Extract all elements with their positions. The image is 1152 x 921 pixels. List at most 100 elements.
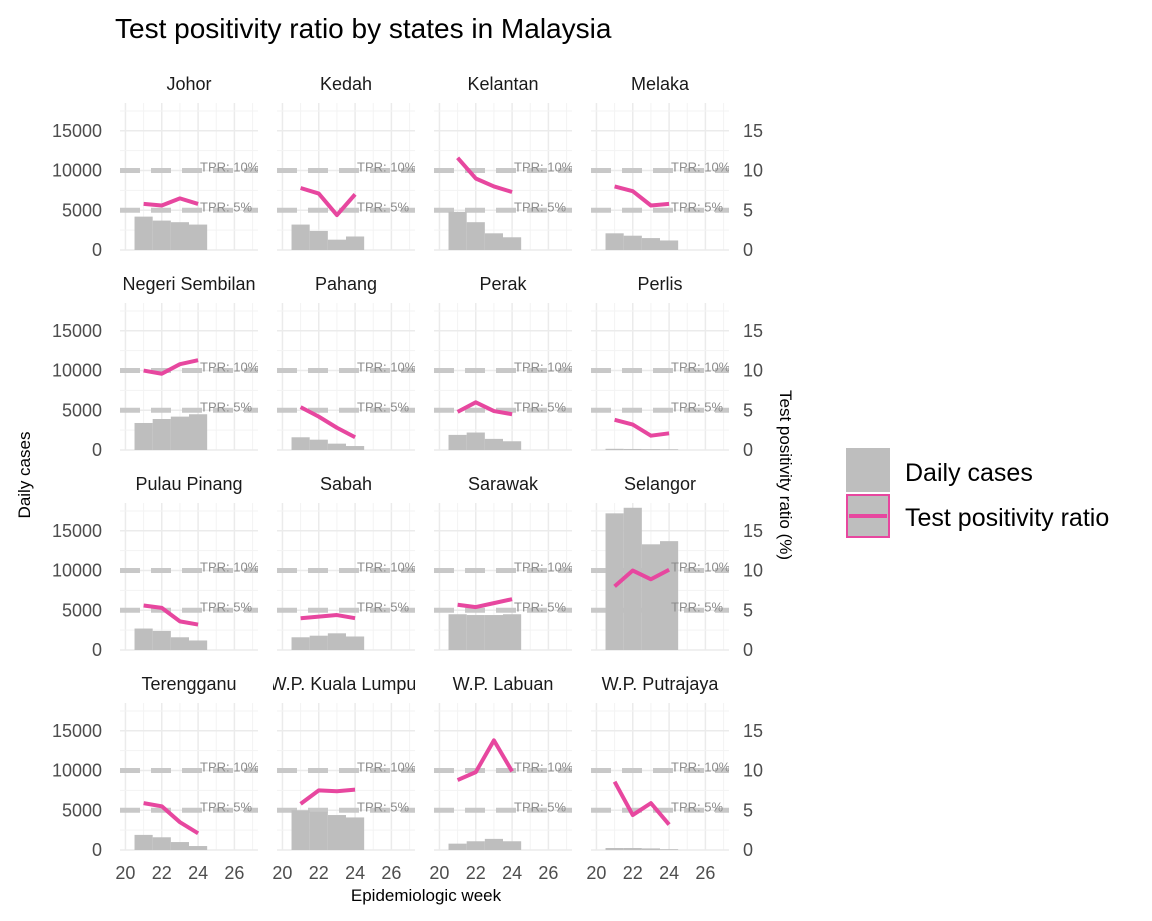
daily-cases-bar — [660, 240, 679, 250]
x-axis-title: Epidemiologic week — [351, 886, 502, 905]
daily-cases-bar — [291, 224, 310, 250]
daily-cases-bar — [189, 414, 208, 450]
y2-tick-label: 15 — [743, 321, 763, 341]
x-tick-label: 24 — [502, 863, 522, 883]
reference-label: TPR: 5% — [514, 199, 566, 214]
daily-cases-bar — [291, 637, 310, 650]
tpr-line — [613, 567, 671, 588]
panel-content: TPR: 10% TPR: 5% — [591, 760, 731, 850]
facet-panel: TPR: 10% TPR: 5% Kedah — [277, 74, 415, 251]
panel-content: TPR: 10% TPR: 5% — [120, 160, 260, 250]
y2-tick-label: 0 — [743, 640, 753, 660]
daily-cases-bar — [309, 230, 328, 250]
y-tick-label: 15000 — [52, 721, 102, 741]
facet-panel: TPR: 10% TPR: 5% Perlis 0 5 10 15 — [591, 274, 763, 460]
panel-content: TPR: 10% TPR: 5% — [434, 738, 572, 850]
facet-panel: TPR: 10% TPR: 5% Pulau Pinang 0 5000 10000 150… — [52, 474, 260, 660]
y2-tick-label: 15 — [743, 721, 763, 741]
daily-cases-bar — [605, 513, 624, 650]
y2-tick-label: 15 — [743, 521, 763, 541]
panel-content: TPR: 10% TPR: 5% — [277, 760, 417, 850]
daily-cases-bar — [327, 633, 346, 650]
daily-cases-bar — [134, 628, 153, 650]
daily-cases-bar — [327, 815, 346, 850]
reference-label: TPR: 10% — [200, 560, 260, 575]
facet-panel: TPR: 10% TPR: 5% Pahang — [277, 274, 417, 451]
facet-panel: TPR: 10% TPR: 5% Terengganu 0 5000 10000 15000… — [52, 674, 258, 883]
panel-content: TPR: 10% TPR: 5% — [591, 160, 731, 250]
reference-label: TPR: 10% — [671, 160, 731, 175]
y-tick-label: 5000 — [62, 800, 102, 820]
reference-label: TPR: 10% — [200, 160, 260, 175]
reference-label: TPR: 10% — [671, 560, 731, 575]
daily-cases-bar — [605, 848, 624, 850]
daily-cases-bar — [641, 238, 660, 250]
daily-cases-bar — [327, 443, 346, 450]
y2-tick-label: 5 — [743, 200, 753, 220]
reference-label: TPR: 10% — [357, 560, 417, 575]
facet-panel: TPR: 10% TPR: 5% Selangor 0 5 10 15 — [591, 474, 763, 660]
daily-cases-bar — [291, 810, 310, 850]
tpr-line — [614, 417, 670, 438]
legend: Daily cases Test positivity ratio — [846, 448, 1109, 538]
daily-cases-bar — [134, 216, 153, 250]
daily-cases-bar — [346, 817, 365, 850]
daily-cases-bar — [309, 439, 328, 450]
facet-panel: TPR: 10% TPR: 5% W.P. Labuan 20 22 24 26 — [429, 674, 572, 883]
y2-axis-title: Test positivity ratio (%) — [776, 390, 795, 560]
daily-cases-bar — [134, 834, 153, 850]
y2-tick-label: 0 — [743, 840, 753, 860]
y-tick-label: 15000 — [52, 121, 102, 141]
facet-panel: TPR: 10% TPR: 5% Kelantan — [434, 74, 574, 251]
strip-label: Melaka — [631, 74, 690, 94]
tpr-line — [143, 196, 199, 208]
reference-label: TPR: 10% — [357, 760, 417, 775]
daily-cases-bar — [170, 222, 189, 250]
reference-label: TPR: 10% — [671, 360, 731, 375]
y-tick-label: 10000 — [52, 561, 102, 581]
daily-cases-bar — [170, 637, 189, 650]
reference-label: TPR: 10% — [514, 160, 574, 175]
x-tick-label: 22 — [309, 863, 329, 883]
facet-panel: TPR: 10% TPR: 5% Negeri Sembilan 0 5000 10000… — [52, 274, 258, 460]
reference-label: TPR: 5% — [671, 199, 723, 214]
daily-cases-bar — [623, 507, 642, 650]
y2-tick-label: 10 — [743, 561, 763, 581]
y-tick-label: 5000 — [62, 400, 102, 420]
daily-cases-bar — [309, 811, 328, 850]
reference-label: TPR: 5% — [357, 199, 409, 214]
x-tick-label: 26 — [224, 863, 244, 883]
facet-grid: TPR: 10%TPR: 5%Johor050001000015000TPR: … — [52, 74, 763, 883]
daily-cases-bar — [152, 220, 171, 250]
reference-label: TPR: 5% — [357, 599, 409, 614]
y2-tick-label: 0 — [743, 440, 753, 460]
y-tick-label: 10000 — [52, 161, 102, 181]
y-tick-label: 5000 — [62, 200, 102, 220]
panel-content: TPR: 10% TPR: 5% — [434, 560, 572, 650]
daily-cases-bar — [448, 614, 467, 650]
chart-title: Test positivity ratio by states in Malay… — [115, 13, 612, 44]
daily-cases-bar — [152, 419, 171, 450]
x-tick-label: 20 — [586, 863, 606, 883]
x-tick-label: 20 — [429, 863, 449, 883]
strip-label: Kelantan — [467, 74, 538, 94]
daily-cases-bar — [134, 422, 153, 450]
strip-label: W.P. Putrajaya — [602, 674, 720, 694]
y2-tick-label: 15 — [743, 121, 763, 141]
panel-content: TPR: 10% TPR: 5% — [277, 160, 415, 250]
y2-tick-label: 10 — [743, 761, 763, 781]
tpr-line — [143, 801, 200, 836]
reference-label: TPR: 10% — [357, 360, 417, 375]
x-tick-label: 20 — [272, 863, 292, 883]
daily-cases-bar — [346, 446, 365, 450]
daily-cases-bar — [503, 841, 522, 850]
daily-cases-bar — [466, 615, 485, 650]
daily-cases-bar — [641, 449, 660, 450]
reference-label: TPR: 5% — [514, 399, 566, 414]
x-tick-label: 22 — [623, 863, 643, 883]
x-tick-label: 26 — [538, 863, 558, 883]
facet-panel: TPR: 10% TPR: 5% Sabah — [277, 474, 417, 651]
reference-label: TPR: 10% — [671, 760, 731, 775]
strip-label: Perak — [479, 274, 527, 294]
y2-tick-label: 10 — [743, 361, 763, 381]
